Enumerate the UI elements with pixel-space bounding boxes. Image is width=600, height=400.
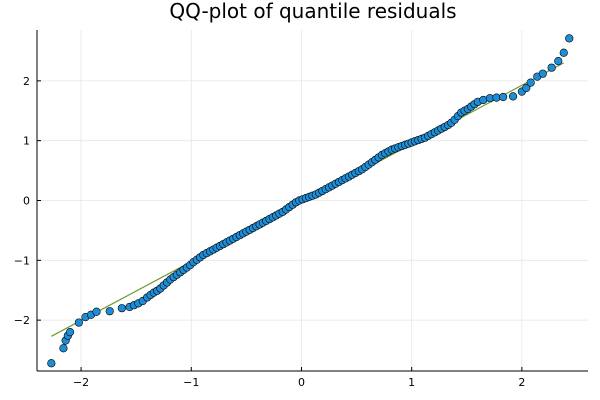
y-tick-label: −2 <box>14 314 30 327</box>
x-tick-label: −2 <box>73 376 89 389</box>
x-tick-label: 1 <box>408 376 415 389</box>
y-tick-label: −1 <box>14 254 30 267</box>
y-tick-label: 0 <box>23 195 30 208</box>
data-point <box>499 92 508 102</box>
data-point <box>526 78 535 87</box>
data-points <box>47 34 574 368</box>
chart-title: QQ-plot of quantile residuals <box>169 0 456 23</box>
data-point <box>522 83 531 93</box>
data-point <box>547 63 556 72</box>
data-point <box>117 304 126 313</box>
x-tick-label: 0 <box>298 376 305 389</box>
data-point <box>559 48 568 57</box>
x-ticks: −2 −1 0 1 2 <box>73 367 525 389</box>
grid <box>37 30 588 371</box>
x-tick-label: −1 <box>183 376 199 389</box>
x-tick-label: 2 <box>518 376 525 389</box>
y-tick-label: 1 <box>23 135 30 148</box>
data-point <box>565 34 574 43</box>
data-point <box>74 318 83 327</box>
data-point <box>59 344 68 353</box>
data-point <box>508 92 518 101</box>
data-point <box>65 328 75 337</box>
data-point <box>554 57 563 66</box>
data-point <box>92 307 101 316</box>
y-ticks: −2 −1 0 1 2 <box>14 75 41 327</box>
y-tick-label: 2 <box>23 75 30 88</box>
data-point <box>105 307 114 316</box>
data-point <box>538 69 547 78</box>
data-point <box>47 359 56 368</box>
